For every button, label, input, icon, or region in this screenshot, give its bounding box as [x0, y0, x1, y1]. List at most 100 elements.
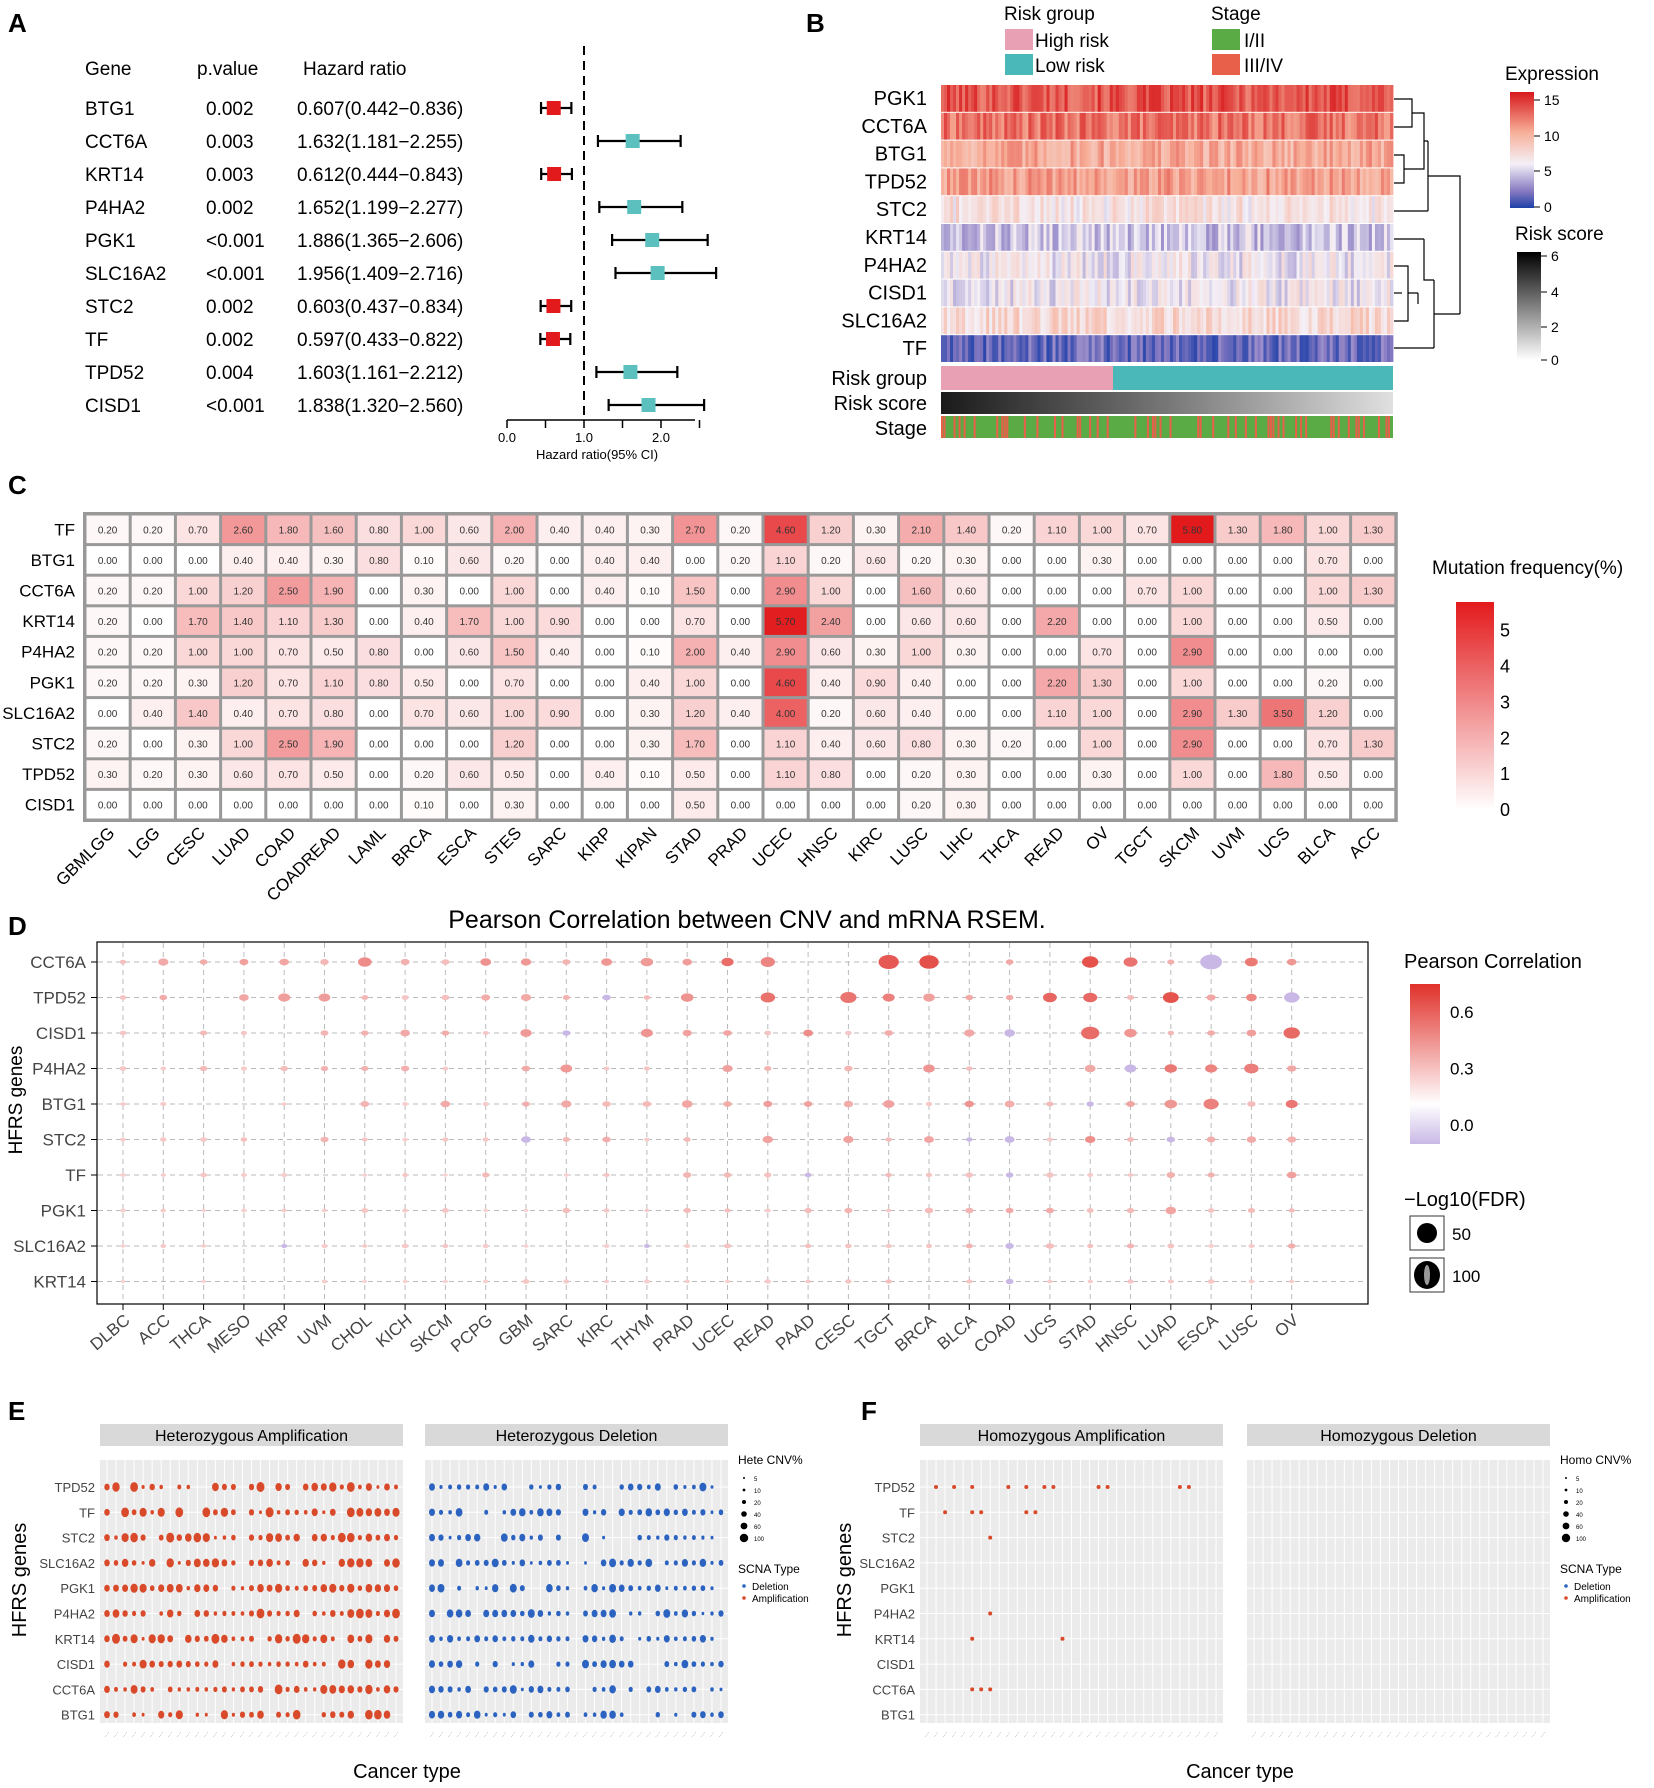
heatmap-cell — [1127, 335, 1132, 362]
amplification-point — [240, 1686, 245, 1693]
heatmap-cell — [1127, 85, 1132, 112]
amplification-point — [357, 1635, 363, 1642]
mutation-cell — [945, 668, 988, 697]
heatmap-cell — [1049, 85, 1053, 112]
heatmap-cell — [1043, 279, 1047, 307]
mutation-cell — [719, 790, 762, 819]
heatmap-cell — [995, 112, 999, 140]
heatmap-cell — [1269, 224, 1273, 251]
amplification-point — [212, 1660, 219, 1668]
heatmap-cell — [968, 224, 972, 251]
heatmap-cell — [1191, 224, 1195, 251]
mutation-cell — [583, 668, 626, 697]
facet-x-tick: ···· — [959, 1730, 968, 1739]
heatmap-cell — [1157, 335, 1162, 362]
amplification-point — [1105, 1485, 1110, 1489]
heatmap-cell — [1302, 251, 1307, 279]
mutation-cell-value: 1.10 — [1047, 709, 1067, 720]
heatmap-cell — [1299, 85, 1303, 112]
amplification-point — [393, 1635, 399, 1642]
heatmap-cell — [1160, 112, 1165, 140]
heatmap-cell — [950, 307, 954, 335]
heatmap-cell — [1374, 335, 1379, 362]
heatmap-cell — [1287, 140, 1291, 168]
deletion-point — [537, 1610, 544, 1617]
heatmap-cell — [950, 224, 954, 251]
amplification-point — [365, 1709, 373, 1720]
amplification-point — [357, 1585, 363, 1591]
mutation-cell — [1216, 790, 1259, 819]
deletion-point — [654, 1483, 661, 1491]
mutation-cell — [900, 668, 943, 697]
deletion-point — [457, 1687, 461, 1692]
heatmap-cell — [1206, 335, 1210, 362]
correlation-point — [845, 1030, 852, 1036]
deletion-point — [710, 1687, 714, 1692]
correlation-point — [966, 1279, 973, 1284]
heatmap-cell — [1028, 196, 1032, 223]
heatmap-cell — [1163, 168, 1168, 196]
heatmap-cell — [1320, 168, 1325, 196]
correlation-point — [120, 1137, 126, 1142]
mutation-cell — [222, 729, 265, 758]
heatmap-cell — [1151, 196, 1156, 223]
mutation-cell-value: 0.00 — [595, 617, 615, 628]
amplification-point — [358, 1484, 362, 1490]
heatmap-cell — [1163, 85, 1168, 112]
deletion-point — [565, 1686, 570, 1693]
heatmap-cell — [941, 335, 945, 362]
heatmap-cell — [1233, 140, 1237, 168]
mutation-cell — [1306, 607, 1350, 635]
mutation-cell — [448, 790, 491, 819]
heatmap-cell — [950, 140, 954, 168]
mutation-cell — [357, 668, 400, 697]
amplification-point — [1024, 1485, 1029, 1489]
heatmap-cell — [941, 168, 945, 196]
heatmap-cell — [1004, 168, 1008, 196]
heatmap-cell — [1028, 251, 1032, 279]
heatmap-cell — [1139, 279, 1144, 307]
stage-bar-sample — [1234, 416, 1237, 438]
gene-label: KRT14 — [55, 1632, 95, 1647]
mutation-cell-value: 0.00 — [1273, 556, 1293, 567]
correlation-point — [523, 1244, 529, 1248]
mutation-cell-value: 1.10 — [776, 556, 796, 567]
mutation-cell — [1352, 576, 1395, 605]
correlation-point — [562, 959, 571, 965]
heatmap-cell — [1233, 196, 1237, 223]
heatmap-cell — [1311, 112, 1316, 140]
correlation-point — [604, 1279, 610, 1284]
mutation-cell-value: 0.00 — [731, 678, 751, 689]
facet-x-tick: ···· — [428, 1730, 437, 1739]
heatmap-cell — [1320, 112, 1325, 140]
mutation-cell — [86, 699, 129, 727]
heatmap-cell — [1266, 168, 1270, 196]
heatmap-cell — [1224, 168, 1228, 196]
heatmap-cell — [1227, 168, 1231, 196]
heatmap-cell — [1124, 224, 1129, 251]
deletion-point — [529, 1561, 533, 1565]
mutation-cell — [945, 576, 988, 605]
forest-pvalue: 0.002 — [206, 297, 254, 318]
amplification-point — [330, 1711, 336, 1719]
correlation-point — [239, 958, 249, 966]
heatmap-cell — [1254, 251, 1258, 279]
mutation-cell — [674, 546, 717, 574]
deletion-point — [691, 1635, 697, 1642]
amplification-point — [221, 1483, 227, 1491]
heatmap-cell — [947, 335, 951, 362]
amplification-point — [383, 1685, 391, 1694]
mutation-cell — [538, 699, 581, 727]
mutation-cell — [176, 699, 220, 727]
amplification-point — [204, 1661, 209, 1667]
heatmap-cell — [1233, 307, 1237, 335]
heatmap-cell — [1046, 224, 1050, 251]
amplification-point — [176, 1660, 183, 1668]
heatmap-cell — [1290, 112, 1294, 140]
stage-bar-bg — [941, 416, 1393, 438]
forest-gene-label: STC2 — [85, 297, 134, 318]
heatmap-cell — [1055, 140, 1059, 168]
correlation-point — [561, 1100, 572, 1108]
mutation-col-label: THCA — [976, 823, 1023, 870]
heatmap-cell — [1293, 251, 1297, 279]
